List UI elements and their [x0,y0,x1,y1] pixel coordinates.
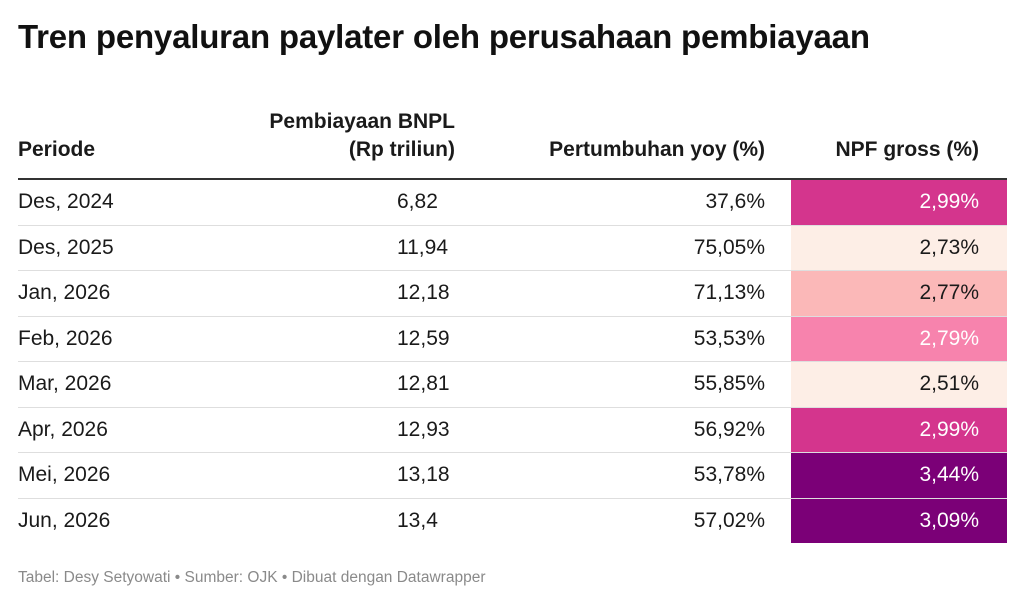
data-table: Periode Pembiayaan BNPL (Rp triliun) Per… [18,104,1007,543]
cell-bnpl: 12,81 [397,362,455,407]
cell-npf: 3,09% [791,498,1007,543]
cell-npf: 2,99% [791,180,1007,225]
cell-bnpl: 12,93 [397,408,455,453]
cell-bnpl-value: 13,18 [397,463,450,487]
table-row: Des, 2024 6,82 37,6% 2,99% [18,180,1007,226]
cell-yoy: 55,85% [693,372,765,396]
column-header-bnpl[interactable]: Pembiayaan BNPL (Rp triliun) [269,108,455,164]
table-row: Mei, 2026 13,18 53,78% 3,44% [18,453,1007,499]
cell-bnpl: 13,4 [397,499,455,544]
cell-yoy: 57,02% [693,508,765,532]
cell-yoy: 71,13% [693,281,765,305]
cell-bnpl: 12,18 [397,271,455,316]
cell-yoy: 53,78% [693,463,765,487]
table-body: Des, 2024 6,82 37,6% 2,99% Des, 2025 11,94 75,… [18,180,1007,543]
table-header: Periode Pembiayaan BNPL (Rp triliun) Per… [18,104,1007,180]
cell-bnpl-value: 12,81 [397,372,450,396]
cell-periode: Mei, 2026 [18,463,111,487]
cell-npf: 3,44% [791,453,1007,498]
cell-yoy: 53,53% [693,326,765,350]
cell-yoy: 56,92% [693,417,765,441]
cell-npf: 2,79% [791,316,1007,361]
column-header-bnpl-line-2: (Rp triliun) [348,138,455,161]
cell-bnpl-value: 6,82 [397,190,438,214]
column-header-periode[interactable]: Periode [18,136,95,164]
table-row: Jun, 2026 13,4 57,02% 3,09% [18,498,1007,544]
cell-bnpl: 6,82 [397,180,455,225]
cell-bnpl-value: 11,94 [397,235,448,259]
column-header-periode-line-1: Periode [18,138,96,161]
table-row: Apr, 2026 12,93 56,92% 2,99% [18,407,1007,453]
column-header-yoy-line-1: Pertumbuhan yoy (%) [549,138,765,161]
cell-periode: Mar, 2026 [18,372,112,396]
column-header-npf-line-1: NPF gross (%) [835,138,979,161]
source-credit: Tabel: Desy Setyowati • Sumber: OJK • Di… [18,569,486,586]
table-row: Mar, 2026 12,81 55,85% 2,51% [18,362,1007,408]
cell-periode: Jan, 2026 [18,281,111,305]
cell-bnpl-value: 12,93 [397,417,450,441]
table-row: Des, 2025 11,94 75,05% 2,73% [18,225,1007,271]
column-header-yoy[interactable]: Pertumbuhan yoy (%) [549,136,765,164]
cell-yoy: 37,6% [705,190,765,214]
table-row: Jan, 2026 12,18 71,13% 2,77% [18,271,1007,317]
chart-title: Tren penyaluran paylater oleh perusahaan… [18,18,870,55]
table-row: Feb, 2026 12,59 53,53% 2,79% [18,316,1007,362]
cell-bnpl-value: 12,18 [397,281,450,305]
column-header-bnpl-line-1: Pembiayaan BNPL [269,110,455,133]
cell-periode: Apr, 2026 [18,417,108,441]
cell-bnpl-value: 13,4 [397,508,438,532]
cell-npf: 2,73% [791,225,1007,270]
cell-npf: 2,77% [791,271,1007,316]
cell-periode: Feb, 2026 [18,326,113,350]
column-header-npf[interactable]: NPF gross (%) [835,136,979,164]
cell-bnpl-value: 12,59 [397,326,450,350]
cell-bnpl: 11,94 [397,226,455,271]
cell-npf: 2,51% [791,362,1007,407]
cell-periode: Jun, 2026 [18,508,111,532]
cell-yoy: 75,05% [693,235,765,259]
cell-periode: Des, 2025 [18,235,114,259]
cell-npf: 2,99% [791,407,1007,452]
cell-bnpl: 12,59 [397,317,455,362]
cell-periode: Des, 2024 [18,190,114,214]
cell-bnpl: 13,18 [397,453,455,498]
